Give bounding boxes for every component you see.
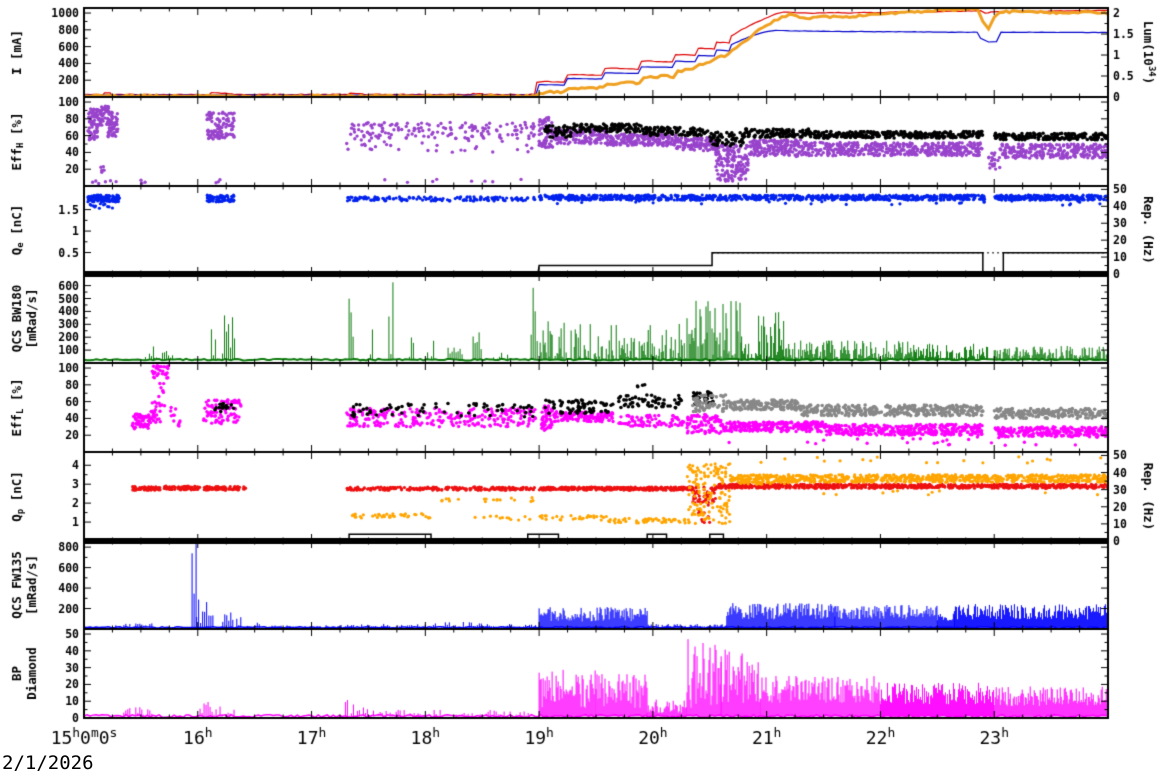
date-label: 2/1/2026 xyxy=(2,752,94,774)
